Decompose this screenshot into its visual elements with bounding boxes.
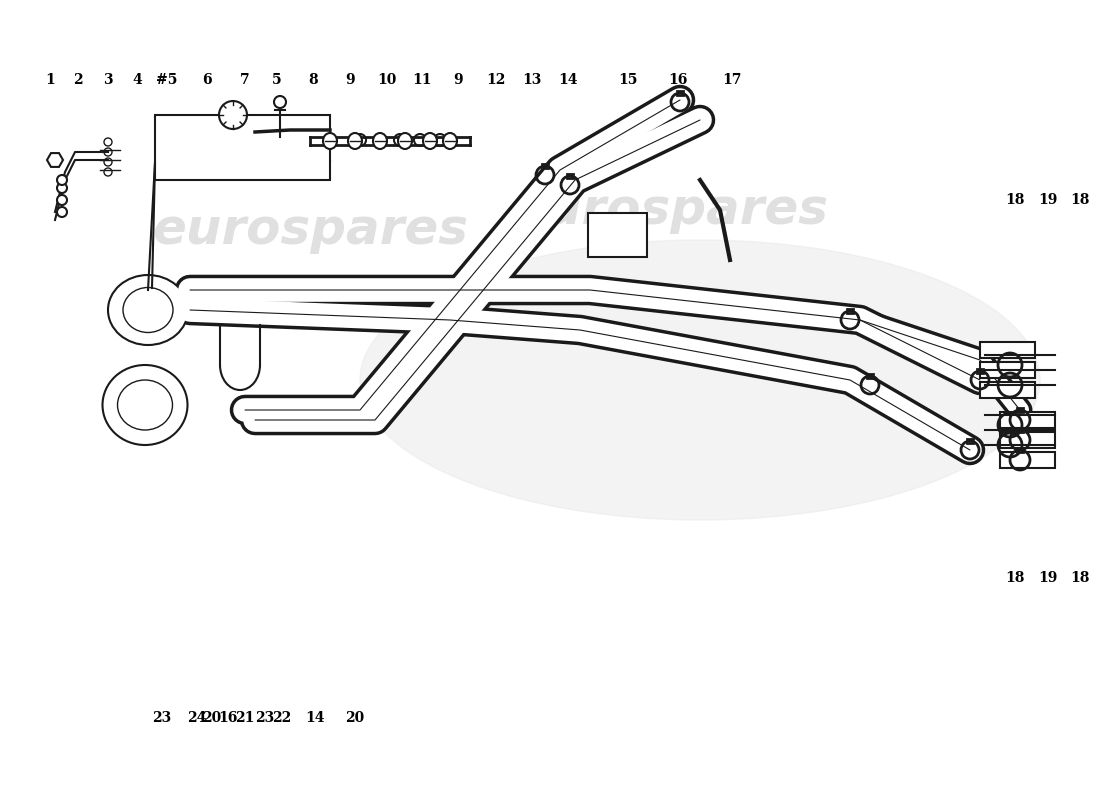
- Text: 18: 18: [1070, 571, 1090, 585]
- FancyBboxPatch shape: [1000, 452, 1055, 468]
- FancyBboxPatch shape: [588, 213, 647, 257]
- Text: 20: 20: [202, 711, 221, 725]
- Text: 18: 18: [1005, 571, 1025, 585]
- Circle shape: [394, 134, 406, 146]
- Text: 15: 15: [618, 73, 638, 87]
- Ellipse shape: [123, 287, 173, 333]
- Text: #5: #5: [156, 73, 178, 87]
- Circle shape: [219, 101, 248, 129]
- FancyBboxPatch shape: [980, 362, 1035, 378]
- Text: 8: 8: [308, 73, 318, 87]
- Text: 23: 23: [255, 711, 275, 725]
- Text: 24: 24: [187, 711, 207, 725]
- Text: 23: 23: [153, 711, 172, 725]
- FancyBboxPatch shape: [1000, 432, 1055, 448]
- Text: 14: 14: [306, 711, 324, 725]
- Circle shape: [414, 134, 426, 146]
- Text: 18: 18: [1005, 193, 1025, 207]
- Text: 12: 12: [486, 73, 506, 87]
- Text: 1: 1: [45, 73, 55, 87]
- Circle shape: [324, 134, 336, 146]
- Ellipse shape: [398, 133, 412, 149]
- FancyBboxPatch shape: [980, 342, 1035, 358]
- Circle shape: [104, 148, 112, 156]
- Ellipse shape: [424, 133, 437, 149]
- Circle shape: [104, 168, 112, 176]
- Text: 10: 10: [377, 73, 397, 87]
- Text: 9: 9: [345, 73, 355, 87]
- Ellipse shape: [373, 133, 387, 149]
- Text: 17: 17: [723, 73, 741, 87]
- Circle shape: [434, 134, 446, 146]
- Circle shape: [354, 134, 366, 146]
- Text: 6: 6: [202, 73, 212, 87]
- Text: 3: 3: [103, 73, 113, 87]
- FancyBboxPatch shape: [155, 115, 330, 180]
- Text: 13: 13: [522, 73, 541, 87]
- Circle shape: [104, 158, 112, 166]
- Text: 16: 16: [218, 711, 238, 725]
- Circle shape: [57, 175, 67, 185]
- Ellipse shape: [348, 133, 362, 149]
- Text: 5: 5: [272, 73, 282, 87]
- Circle shape: [104, 138, 112, 146]
- FancyBboxPatch shape: [1000, 412, 1055, 428]
- Text: eurospares: eurospares: [512, 186, 828, 234]
- Text: 2: 2: [74, 73, 82, 87]
- Text: eurospares: eurospares: [152, 206, 468, 254]
- Text: 20: 20: [345, 711, 364, 725]
- Circle shape: [274, 96, 286, 108]
- FancyBboxPatch shape: [980, 382, 1035, 398]
- Text: 7: 7: [240, 73, 250, 87]
- Text: 14: 14: [558, 73, 578, 87]
- Ellipse shape: [360, 240, 1039, 520]
- Text: 18: 18: [1070, 193, 1090, 207]
- Text: 21: 21: [235, 711, 255, 725]
- Text: 19: 19: [1038, 193, 1058, 207]
- Text: 9: 9: [453, 73, 463, 87]
- Circle shape: [57, 195, 67, 205]
- Circle shape: [57, 183, 67, 193]
- Ellipse shape: [443, 133, 456, 149]
- Text: 16: 16: [669, 73, 688, 87]
- Ellipse shape: [118, 380, 173, 430]
- Circle shape: [374, 134, 386, 146]
- Ellipse shape: [323, 133, 337, 149]
- Text: 22: 22: [273, 711, 292, 725]
- Circle shape: [57, 207, 67, 217]
- Text: 4: 4: [132, 73, 142, 87]
- Ellipse shape: [108, 275, 188, 345]
- Text: 11: 11: [412, 73, 431, 87]
- Text: 19: 19: [1038, 571, 1058, 585]
- Polygon shape: [47, 153, 63, 167]
- Ellipse shape: [102, 365, 187, 445]
